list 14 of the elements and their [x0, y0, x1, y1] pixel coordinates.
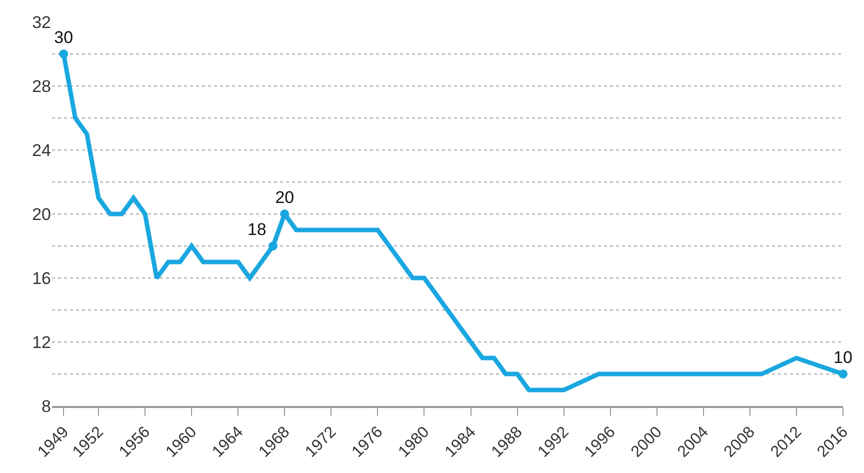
- data-label: 18: [247, 220, 266, 240]
- data-label: 10: [834, 348, 852, 368]
- y-tick-label: 28: [32, 76, 51, 96]
- y-tick-label: 20: [32, 204, 51, 224]
- y-tick-label: 12: [32, 332, 51, 352]
- y-tick-label: 32: [32, 12, 51, 32]
- data-label: 20: [275, 188, 294, 208]
- y-tick-label: 8: [42, 396, 51, 416]
- data-label: 30: [54, 28, 74, 48]
- y-tick-label: 24: [32, 140, 51, 160]
- point: [838, 370, 848, 378]
- y-tick-label: 16: [32, 268, 51, 288]
- point: [59, 50, 68, 58]
- point: [268, 242, 278, 250]
